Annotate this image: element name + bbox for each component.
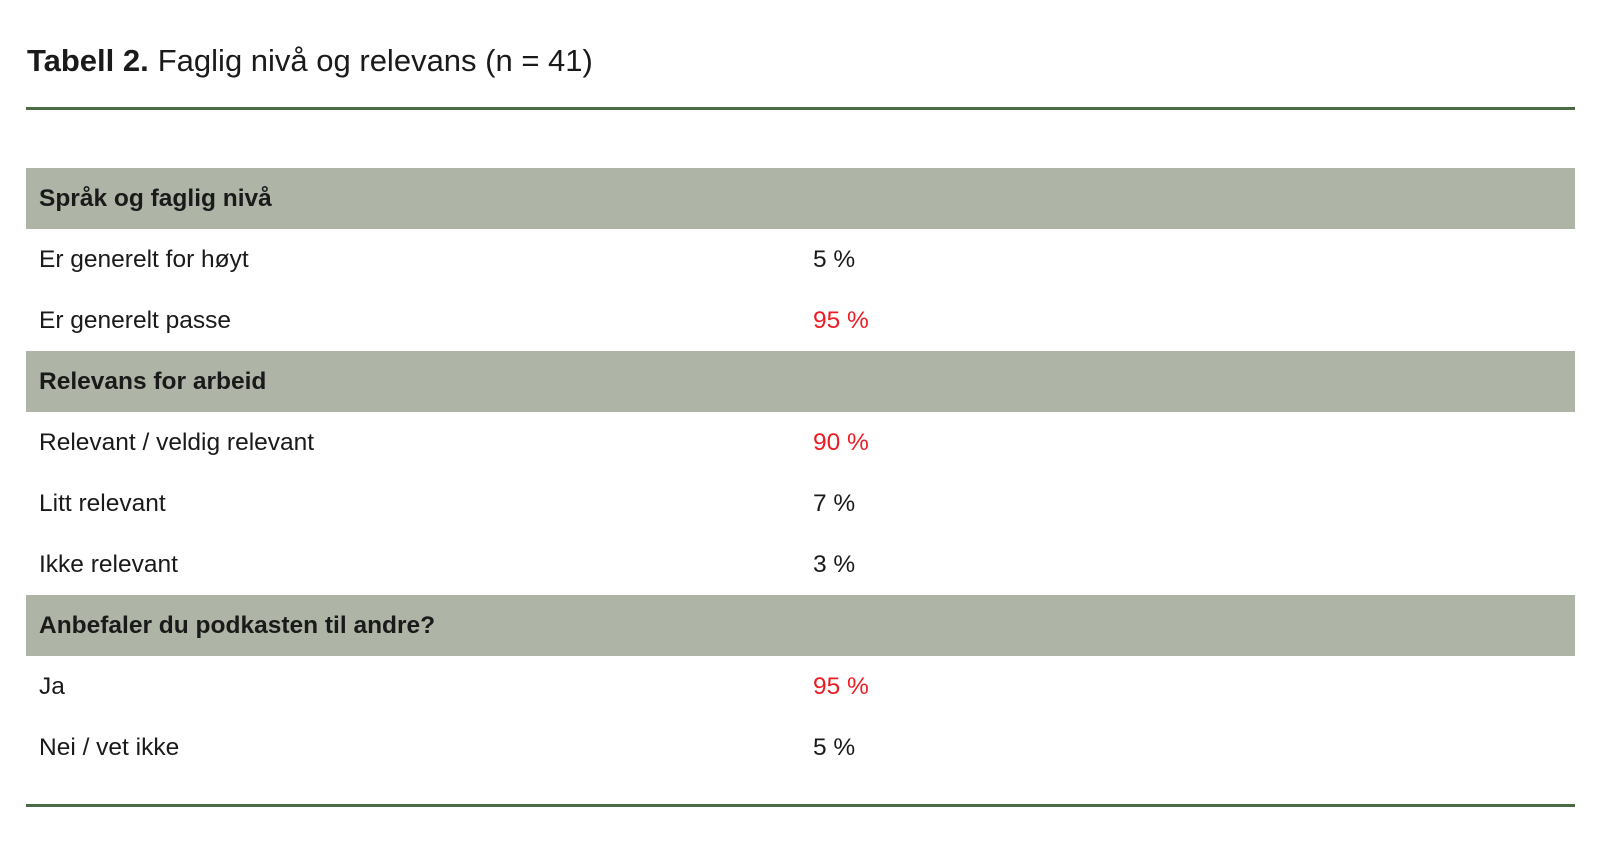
row-label: Ja (39, 672, 65, 700)
row-label: Er generelt for høyt (39, 245, 249, 273)
section-header-label: Språk og faglig nivå (39, 184, 272, 212)
row-value: 5 % (813, 245, 856, 273)
table-row: Litt relevant 7 % (26, 473, 1575, 534)
table-row: Relevant / veldig relevant 90 % (26, 412, 1575, 473)
results-table: Språk og faglig nivå Er generelt for høyt… (26, 168, 1575, 778)
table-row: Er generelt passe 95 % (26, 290, 1575, 351)
table-caption-text: Faglig nivå og relevans (n = 41) (157, 43, 593, 78)
row-label: Relevant / veldig relevant (39, 428, 315, 456)
bottom-rule (26, 804, 1575, 807)
row-value: 95 % (813, 306, 869, 334)
table-row: Ikke relevant 3 % (26, 534, 1575, 595)
section-header-row: Anbefaler du podkasten til andre? (26, 595, 1575, 656)
section-header-row: Relevans for arbeid (26, 351, 1575, 412)
row-value: 7 % (813, 489, 856, 517)
section-header-row: Språk og faglig nivå (26, 168, 1575, 229)
row-value: 5 % (813, 733, 856, 761)
section-header-label: Relevans for arbeid (39, 367, 267, 395)
row-label: Er generelt passe (39, 306, 232, 334)
row-label: Nei / vet ikke (39, 733, 180, 761)
table-row: Ja 95 % (26, 656, 1575, 717)
section-header-label: Anbefaler du podkasten til andre? (39, 611, 436, 639)
table-caption: Tabell 2. Faglig nivå og relevans (n = 41… (27, 42, 593, 80)
top-rule (26, 107, 1575, 110)
table-caption-number: Tabell 2. (27, 43, 149, 78)
row-label: Litt relevant (39, 489, 166, 517)
table-row: Er generelt for høyt 5 % (26, 229, 1575, 290)
table-row: Nei / vet ikke 5 % (26, 717, 1575, 778)
row-value: 90 % (813, 428, 869, 456)
row-value: 3 % (813, 550, 856, 578)
row-value: 95 % (813, 672, 869, 700)
row-label: Ikke relevant (39, 550, 178, 578)
